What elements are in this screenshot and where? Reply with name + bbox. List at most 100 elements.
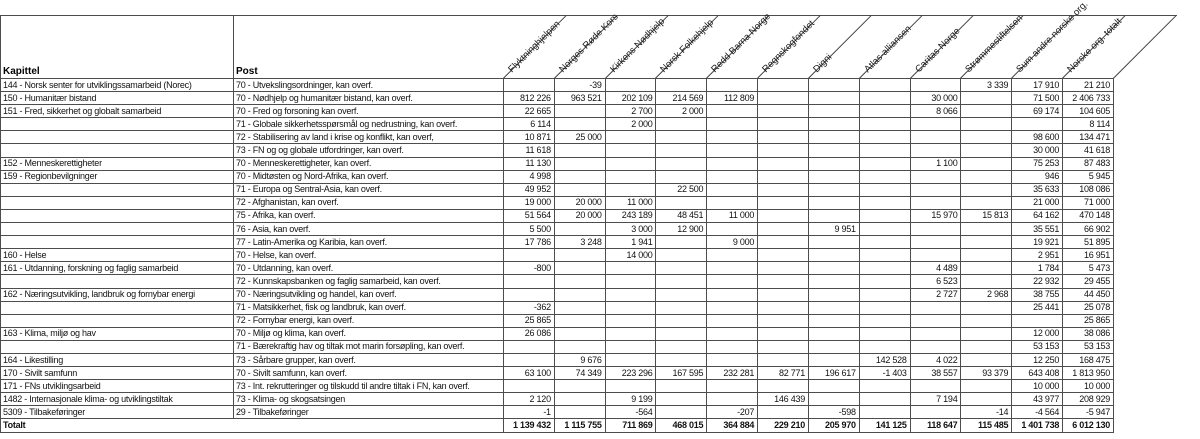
cell-value — [503, 352, 555, 368]
cell-kapittel: 170 - Sivilt samfunn — [0, 366, 234, 381]
cell-value: 11 000 — [706, 208, 759, 224]
cell-value — [757, 143, 809, 158]
cell-value — [757, 182, 809, 197]
cell-post: 73 - Klima- og skogsatsingen — [233, 392, 504, 407]
cell-value — [909, 313, 962, 328]
cell-kapittel — [0, 130, 234, 145]
cell-value: 8 114 — [1062, 117, 1114, 132]
cell-value — [706, 300, 759, 315]
cell-value: 71 000 — [1062, 195, 1114, 210]
cell-value — [909, 169, 962, 184]
cell-kapittel: 159 - Regionbevilgninger — [0, 169, 234, 184]
cell-post: 29 - Tilbakeføringer — [233, 405, 504, 420]
cell-value: 1 784 — [1011, 261, 1064, 276]
cell-value — [604, 287, 657, 302]
cell-value — [757, 326, 809, 341]
cell-value — [655, 352, 708, 368]
cell-value — [807, 182, 860, 197]
cell-value — [757, 287, 809, 302]
cell-kapittel: 164 - Likestilling — [0, 352, 234, 368]
cell-value — [960, 156, 1013, 171]
cell-value: 5 473 — [1062, 261, 1114, 276]
cell-value — [503, 274, 555, 289]
org-column-label: Digni — [811, 51, 835, 75]
cell-value — [553, 143, 606, 158]
cell-value: 470 148 — [1062, 208, 1114, 224]
cell-value — [706, 169, 759, 184]
cell-value — [553, 248, 606, 263]
cell-value — [503, 77, 555, 93]
cell-kapittel: 144 - Norsk senter for utviklingssamarbe… — [0, 77, 234, 93]
cell-value: 38 755 — [1011, 287, 1064, 302]
cell-value: 1 100 — [909, 156, 962, 171]
cell-value: 25 865 — [1062, 313, 1114, 328]
cell-value — [960, 195, 1013, 210]
cell-value — [706, 143, 759, 158]
cell-value — [858, 339, 911, 354]
cell-value — [706, 287, 759, 302]
cell-value — [858, 130, 911, 145]
cell-value: 6 523 — [909, 274, 962, 289]
cell-value: 9 199 — [604, 392, 657, 407]
total-value: 1 139 432 — [503, 418, 555, 433]
cell-value — [655, 195, 708, 210]
cell-post: 72 - Kunnskapsbanken og faglig samarbeid… — [233, 274, 504, 289]
cell-value — [655, 392, 708, 407]
cell-value — [909, 248, 962, 263]
cell-value — [858, 182, 911, 197]
cell-value — [858, 261, 911, 276]
cell-kapittel: 160 - Helse — [0, 248, 234, 263]
cell-kapittel: 1482 - Internasjonale klima- og utviklin… — [0, 392, 234, 407]
org-column-label: Flyktninghjelpen — [506, 18, 563, 75]
cell-value: 53 153 — [1011, 339, 1064, 354]
cell-value: 643 408 — [1011, 366, 1064, 381]
cell-value: 202 109 — [604, 91, 657, 106]
cell-value — [960, 222, 1013, 237]
cell-value: -1 — [503, 405, 555, 420]
cell-value — [553, 379, 606, 394]
cell-value: 2 727 — [909, 287, 962, 302]
cell-value — [757, 104, 809, 119]
cell-value — [807, 143, 860, 158]
cell-value — [706, 117, 759, 132]
cell-value — [909, 235, 962, 250]
cell-post: 72 - Afghanistan, kan overf. — [233, 195, 504, 210]
cell-value: -5 947 — [1062, 405, 1114, 420]
cell-value — [604, 274, 657, 289]
cell-value: 21 000 — [1011, 195, 1064, 210]
cell-value — [757, 261, 809, 276]
cell-value — [706, 77, 759, 93]
cell-kapittel — [0, 274, 234, 289]
cell-value — [1011, 117, 1064, 132]
cell-value — [757, 405, 809, 420]
cell-value — [706, 182, 759, 197]
cell-value: 14 000 — [604, 248, 657, 263]
cell-value — [960, 326, 1013, 341]
cell-value: 35 633 — [1011, 182, 1064, 197]
cell-value — [807, 77, 860, 93]
cell-value — [553, 274, 606, 289]
cell-value — [858, 405, 911, 420]
cell-value — [807, 156, 860, 171]
cell-value — [960, 104, 1013, 119]
cell-value: 51 564 — [503, 208, 555, 224]
cell-value — [706, 352, 759, 368]
cell-value — [604, 143, 657, 158]
cell-value — [553, 182, 606, 197]
kapittel-post-divider — [233, 15, 234, 78]
cell-value: 243 189 — [604, 208, 657, 224]
cell-value — [909, 300, 962, 315]
cell-value — [604, 379, 657, 394]
cell-value — [909, 326, 962, 341]
cell-value — [909, 182, 962, 197]
cell-value — [960, 300, 1013, 315]
cell-value: 946 — [1011, 169, 1064, 184]
cell-value — [909, 117, 962, 132]
table-row: 71 - Matsikkerhet, fisk og landbruk, kan… — [0, 300, 1114, 315]
cell-value — [960, 379, 1013, 394]
cell-value: -362 — [503, 300, 555, 315]
cell-value: 10 000 — [1011, 379, 1064, 394]
cell-value — [960, 339, 1013, 354]
cell-value — [960, 182, 1013, 197]
cell-value — [858, 195, 911, 210]
